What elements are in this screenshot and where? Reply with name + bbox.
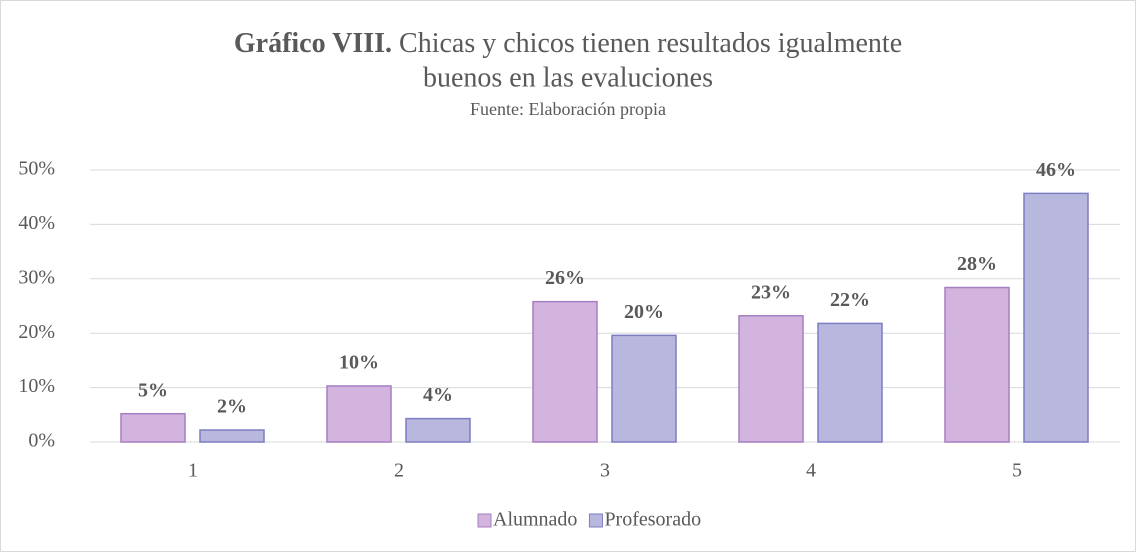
data-label: 20%	[624, 301, 664, 323]
bar	[944, 286, 1010, 443]
x-tick-label: 1	[188, 460, 198, 482]
legend-swatch	[477, 513, 492, 528]
x-tick-label: 5	[1012, 460, 1022, 482]
data-label: 28%	[957, 253, 997, 275]
bar	[120, 412, 186, 443]
y-tick-label: 0%	[28, 430, 55, 452]
data-label: 4%	[423, 384, 453, 406]
bar	[199, 429, 265, 443]
bar	[532, 300, 598, 443]
title-bold: Gráfico VIII.	[234, 28, 392, 59]
chart-title: Gráfico VIII. Chicas y chicos tienen res…	[234, 28, 902, 59]
data-label: 22%	[830, 289, 870, 311]
data-label: 10%	[339, 352, 379, 374]
bar	[405, 417, 471, 443]
legend-label: Alumnado	[493, 509, 577, 531]
data-label: 46%	[1036, 159, 1076, 181]
data-label: 2%	[217, 396, 247, 418]
y-tick-label: 20%	[18, 321, 55, 343]
x-tick-label: 2	[394, 460, 404, 482]
title-line: Chicas y chicos tienen resultados igualm…	[399, 28, 902, 59]
data-label: 26%	[545, 267, 585, 289]
bar	[817, 322, 883, 443]
legend-swatch	[588, 513, 603, 528]
x-tick-label: 3	[600, 460, 610, 482]
bar	[611, 334, 677, 443]
bar	[326, 385, 392, 443]
data-label: 5%	[138, 379, 168, 401]
x-tick-label: 4	[806, 460, 816, 482]
y-tick-label: 50%	[18, 158, 55, 180]
bar	[738, 315, 804, 443]
bar	[1023, 192, 1089, 443]
chart-subtitle: Fuente: Elaboración propia	[470, 99, 666, 119]
data-label: 23%	[751, 281, 791, 303]
title-line: buenos en las evaluciones	[423, 62, 713, 93]
y-tick-label: 10%	[18, 375, 55, 397]
y-tick-label: 40%	[18, 212, 55, 234]
legend-label: Profesorado	[604, 509, 701, 531]
y-tick-label: 30%	[18, 266, 55, 288]
